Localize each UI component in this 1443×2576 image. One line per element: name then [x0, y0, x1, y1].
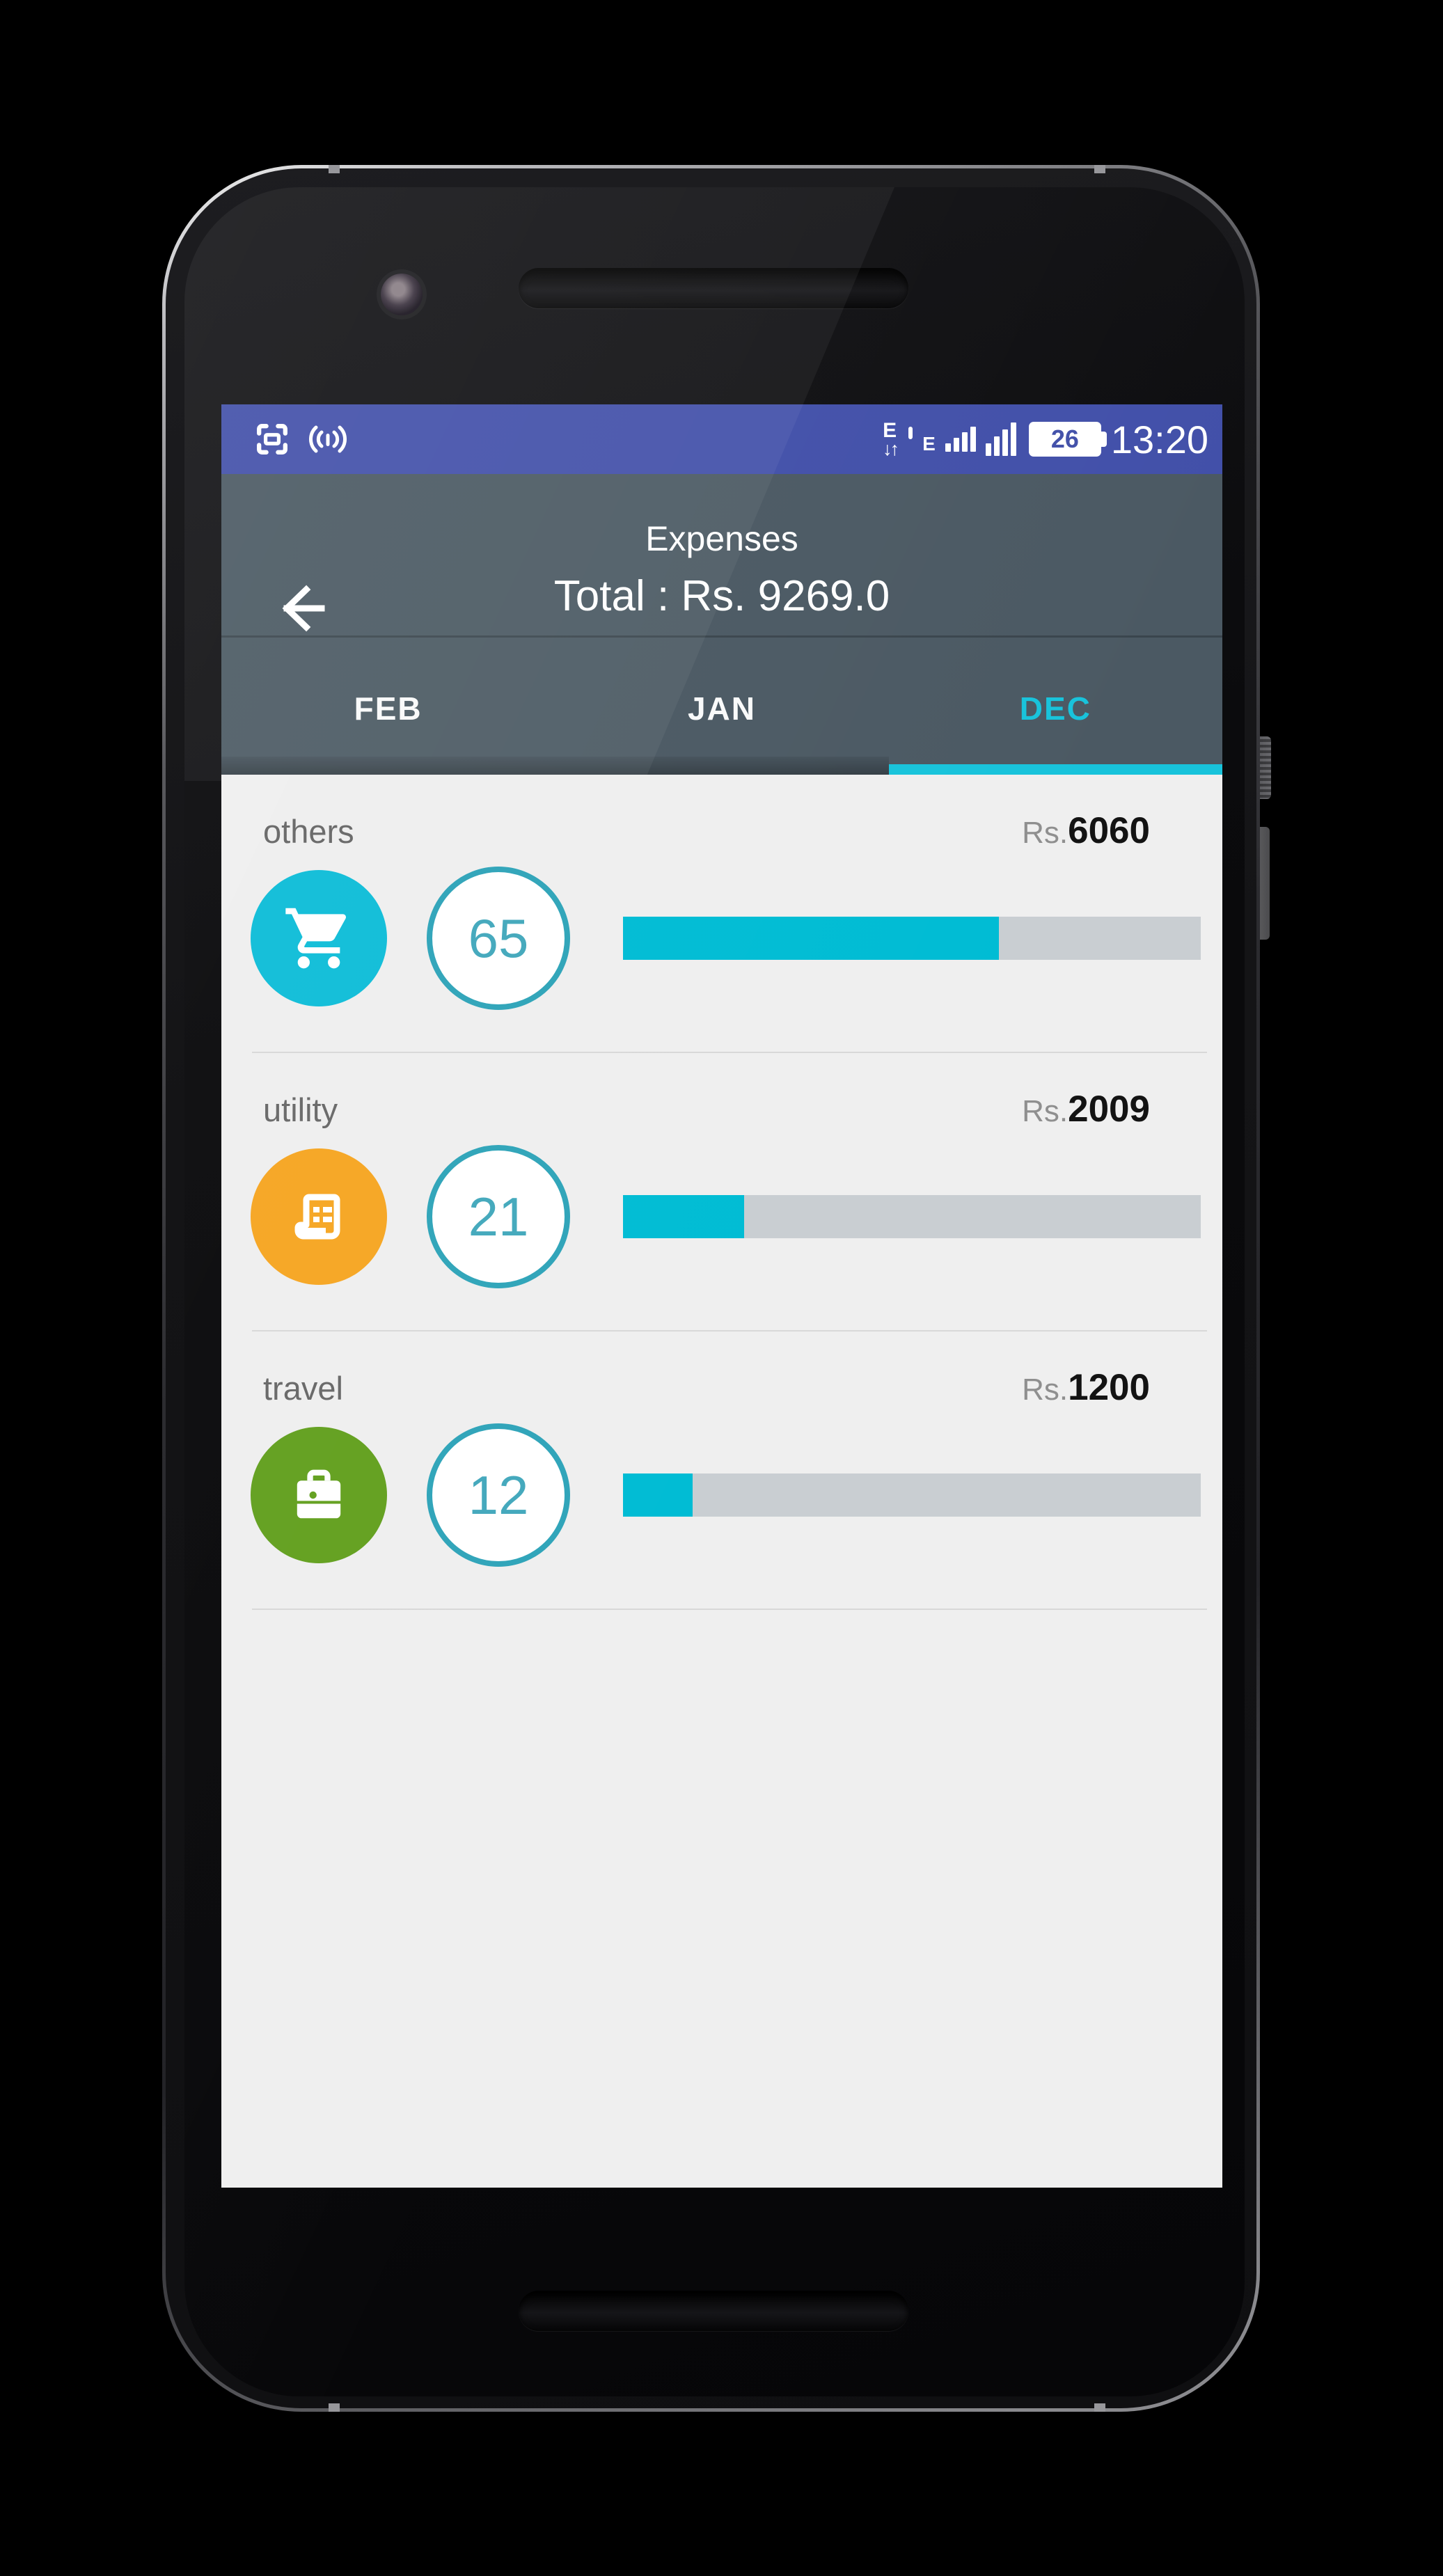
progress-bar [623, 917, 1201, 960]
expense-list-item[interactable]: others Rs.6060 65 [221, 775, 1222, 1053]
divider [252, 1330, 1207, 1332]
phone-body: E ↓↑ E 26 [166, 168, 1256, 2408]
screenshot-icon [257, 424, 287, 455]
earpiece-speaker [519, 268, 908, 308]
app-screen: E ↓↑ E 26 [221, 404, 1222, 2188]
signal-bars-small-icon [945, 427, 976, 452]
hotspot-icon [309, 425, 347, 453]
category-label: utility [263, 1091, 338, 1128]
phone-glass: E ↓↑ E 26 [184, 187, 1245, 2396]
count-value: 21 [468, 1185, 529, 1247]
amount: Rs.1200 [1022, 1366, 1150, 1409]
category-icon-circle [251, 870, 387, 1006]
progress-bar [623, 1195, 1201, 1238]
expense-list-item[interactable]: travel Rs.1200 12 [221, 1332, 1222, 1610]
expense-list: others Rs.6060 65 [221, 775, 1222, 1610]
clock: 13:20 [1110, 417, 1208, 461]
antenna-notch [329, 2403, 340, 2412]
antenna-notch [1094, 2403, 1105, 2412]
amount-value: 1200 [1068, 1367, 1150, 1408]
amount-value: 2009 [1068, 1089, 1150, 1130]
briefcase-icon [297, 1469, 341, 1519]
page-title: Expenses [645, 519, 798, 558]
bottom-speaker [519, 2291, 908, 2331]
tab-jan[interactable]: JAN [687, 690, 756, 727]
progress-fill [623, 917, 999, 960]
antenna-notch [1094, 165, 1105, 173]
currency-prefix: Rs. [1022, 816, 1069, 850]
amount: Rs.2009 [1022, 1088, 1150, 1130]
amount: Rs.6060 [1022, 809, 1150, 852]
total-amount: Total : Rs. 9269.0 [553, 572, 890, 620]
count-badge: 21 [427, 1145, 570, 1288]
cart-icon [285, 908, 346, 969]
progress-fill [623, 1473, 693, 1517]
category-label: travel [263, 1370, 343, 1407]
category-label: others [263, 813, 354, 850]
currency-prefix: Rs. [1022, 1094, 1069, 1128]
active-tab-indicator [888, 764, 1222, 775]
sim-tick-icon [908, 426, 913, 439]
divider [252, 1052, 1207, 1053]
count-badge: 65 [427, 867, 570, 1010]
amount-value: 6060 [1068, 810, 1150, 851]
app-bar: Expenses Total : Rs. 9269.0 [221, 474, 1222, 638]
antenna-notch [329, 165, 340, 173]
tab-dec[interactable]: DEC [1019, 690, 1091, 727]
category-icon-circle [251, 1148, 387, 1285]
count-value: 12 [468, 1464, 529, 1526]
front-camera [381, 274, 423, 315]
tab-feb[interactable]: FEB [354, 690, 423, 727]
divider [252, 1609, 1207, 1610]
edge-data-icon: E ↓↑ [883, 418, 899, 459]
month-tabs: FEB JAN DEC [221, 638, 1222, 775]
battery-icon: 26 [1028, 422, 1107, 457]
count-badge: 12 [427, 1423, 570, 1567]
status-bar: E ↓↑ E 26 [221, 404, 1222, 474]
tabbar-shadow [221, 757, 889, 775]
progress-fill [623, 1195, 745, 1238]
signal-bars-icon [985, 422, 1016, 456]
count-value: 65 [468, 907, 529, 969]
category-icon-circle [251, 1427, 387, 1563]
back-arrow-icon[interactable] [271, 580, 329, 637]
sim-network-type: E [922, 432, 936, 455]
battery-level: 26 [1050, 425, 1079, 453]
receipt-icon [294, 1194, 340, 1240]
phone-frame: E ↓↑ E 26 [162, 165, 1260, 2412]
expense-list-item[interactable]: utility Rs.2009 21 [221, 1053, 1222, 1332]
currency-prefix: Rs. [1022, 1373, 1069, 1407]
progress-bar [623, 1473, 1201, 1517]
